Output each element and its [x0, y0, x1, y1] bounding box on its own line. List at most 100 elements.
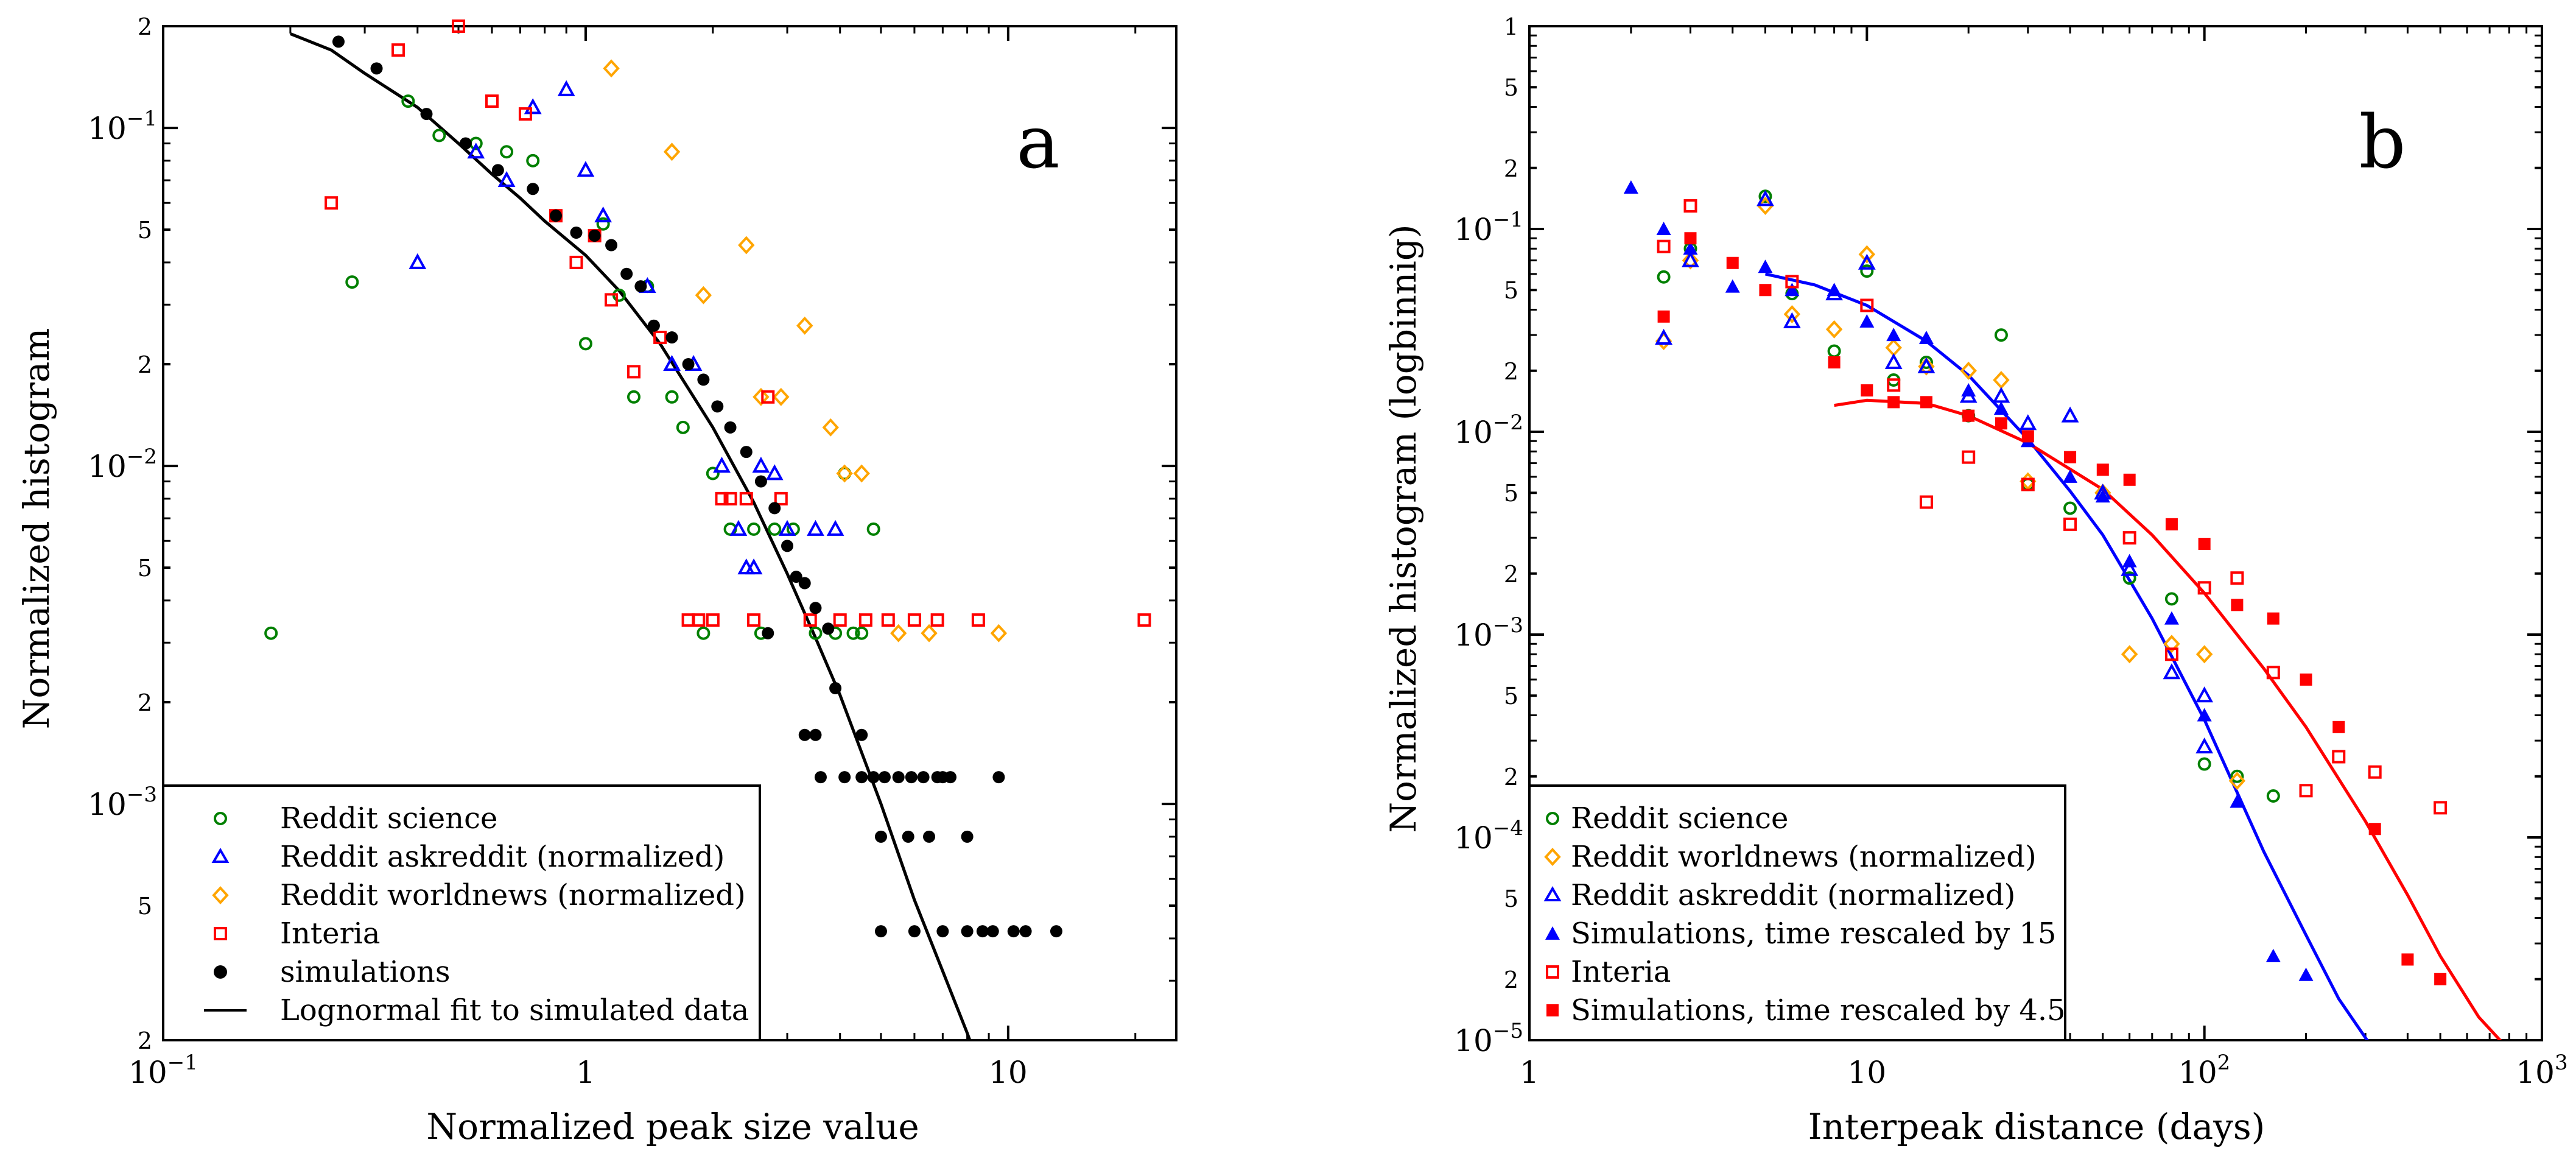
data-point: [2122, 531, 2136, 545]
data-point: [855, 771, 868, 784]
data-point: [773, 387, 790, 406]
data-point: [1917, 357, 1936, 373]
legend-marker-triangle: [1543, 886, 1562, 901]
data-point: [961, 925, 974, 938]
data-point: [391, 43, 405, 57]
data-point: [706, 613, 720, 627]
legend-entry: Reddit science: [214, 801, 497, 836]
data-point: [1886, 328, 1901, 342]
data-point: [526, 153, 540, 167]
data-point: [2021, 477, 2035, 491]
data-point: [2265, 948, 2281, 962]
data-point: [1657, 239, 1671, 253]
y-tick-label: 5: [1504, 74, 1518, 101]
y-tick-exponent: −5: [1493, 1019, 1523, 1043]
data-point: [325, 196, 339, 210]
data-point: [826, 519, 844, 536]
panel-a-x-axis-label: Normalized peak size value: [426, 1106, 919, 1147]
data-point: [491, 164, 504, 177]
y-tick-label: 10−1: [88, 107, 157, 146]
data-point: [990, 624, 1008, 643]
data-point: [944, 771, 957, 784]
legend-entry: Simulations, time rescaled by 15: [1545, 917, 2056, 951]
y-tick-label: 5: [138, 893, 152, 920]
data-point: [2368, 823, 2381, 836]
data-point: [697, 373, 710, 386]
data-point: [2122, 554, 2137, 568]
panel-a-label: a: [1016, 100, 1060, 185]
x-tick-label: 1: [576, 1055, 595, 1090]
data-point: [921, 624, 938, 643]
data-point: [1919, 355, 1933, 369]
data-point: [1887, 378, 1901, 392]
y-tick-label: 2: [1504, 561, 1518, 588]
data-point: [626, 390, 640, 404]
data-point: [2021, 430, 2034, 443]
data-point: [1137, 613, 1151, 627]
y-tick-exponent: −3: [127, 783, 157, 807]
data-point: [1783, 312, 1801, 328]
data-point: [814, 771, 827, 784]
data-point: [829, 682, 842, 695]
y-tick-label: 10−5: [1454, 1019, 1523, 1058]
data-point: [822, 418, 839, 437]
y-tick-label: 5: [138, 555, 152, 582]
data-point: [653, 331, 667, 345]
legend-entry: Interia: [214, 917, 380, 951]
data-point: [796, 316, 813, 335]
y-tick-label: 2: [138, 351, 152, 378]
data-point: [1828, 356, 1841, 368]
data-point: [971, 613, 985, 627]
data-point: [527, 183, 539, 195]
data-point: [798, 728, 811, 741]
data-point: [2401, 953, 2414, 966]
data-point: [1858, 253, 1876, 270]
y-tick-label: 2: [138, 1027, 152, 1054]
data-point: [420, 108, 433, 121]
data-point: [747, 522, 761, 536]
data-point: [2332, 720, 2345, 733]
data-point: [2165, 518, 2178, 530]
y-tick-label: 1: [1504, 13, 1518, 40]
panel-b-x-axis-label: Interpeak distance (days): [1808, 1106, 2265, 1147]
data-point: [1858, 245, 1876, 264]
data-point: [594, 206, 612, 223]
data-point: [1995, 417, 2007, 430]
legend-entry: Interia: [1546, 955, 1671, 989]
y-tick-label: 2: [1504, 967, 1518, 993]
panel-b-legend: Reddit science Reddit worldnews (normali…: [1528, 784, 2066, 1041]
data-point: [768, 522, 782, 536]
data-point: [345, 275, 359, 289]
data-point: [2197, 757, 2211, 771]
data-point: [1994, 328, 2008, 342]
data-point: [908, 925, 921, 938]
data-point: [1960, 361, 1977, 380]
data-point: [1962, 450, 1976, 464]
data-point: [713, 456, 731, 473]
data-point: [809, 728, 822, 741]
data-point: [370, 62, 383, 75]
data-point: [781, 540, 794, 552]
y-tick-label: 10−4: [1454, 816, 1523, 856]
legend-marker-square: [1546, 965, 1559, 979]
data-point: [596, 217, 610, 231]
y-tick-label: 5: [138, 217, 152, 244]
data-point: [459, 137, 472, 150]
y-tick-exponent: −4: [1493, 816, 1523, 840]
x-tick-label: 10−1: [128, 1051, 198, 1090]
data-point: [858, 613, 872, 627]
data-point: [809, 602, 822, 614]
data-point: [2434, 973, 2447, 985]
data-point: [264, 626, 278, 640]
data-point: [890, 624, 907, 643]
data-point: [1726, 256, 1739, 269]
legend-label: Reddit worldnews (normalized): [280, 878, 746, 912]
legend-label: Interia: [280, 917, 380, 951]
legend-entry: Reddit worldnews (normalized): [212, 878, 746, 912]
data-point: [2195, 645, 2213, 664]
legend-marker-diamond: [212, 886, 229, 904]
data-point: [2434, 801, 2448, 815]
data-point: [2061, 406, 2079, 423]
